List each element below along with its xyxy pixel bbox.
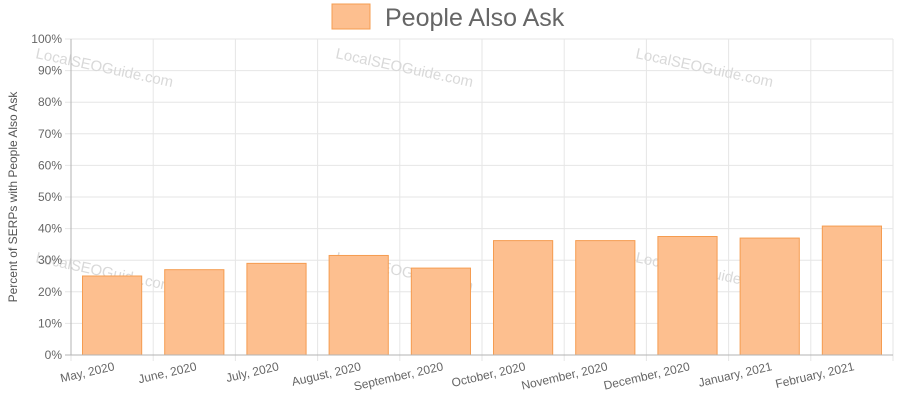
bar[interactable]	[575, 240, 636, 356]
y-tick-label: 50%	[38, 190, 62, 204]
y-tick-label: 30%	[38, 253, 62, 267]
x-tick-label: June, 2020	[137, 359, 198, 386]
bar[interactable]	[164, 269, 225, 356]
x-tick-label: September, 2020	[352, 359, 445, 393]
y-tick-label: 10%	[38, 316, 62, 330]
bar[interactable]	[821, 225, 882, 356]
x-tick-label: October, 2020	[450, 359, 527, 390]
bar[interactable]	[739, 237, 800, 356]
y-axis-title: Percent of SERPs with People Also Ask	[6, 91, 20, 303]
y-tick-label: 0%	[45, 348, 63, 362]
x-tick-label: May, 2020	[59, 359, 116, 385]
bar[interactable]	[328, 254, 389, 356]
x-tick-label: August, 2020	[290, 359, 362, 389]
watermark-text: LocalSEOGuide.com	[334, 45, 475, 91]
y-tick-label: 90%	[38, 64, 62, 78]
x-tick-label: November, 2020	[520, 359, 609, 393]
legend[interactable]: People Also Ask	[331, 3, 565, 32]
y-tick-label: 100%	[31, 32, 62, 46]
legend-label[interactable]: People Also Ask	[385, 4, 565, 32]
y-tick-label: 70%	[38, 127, 62, 141]
legend-swatch[interactable]	[331, 3, 371, 30]
x-tick-label: February, 2021	[774, 359, 856, 391]
watermark-text: LocalSEOGuide.com	[634, 45, 775, 91]
y-tick-label: 20%	[38, 285, 62, 299]
y-tick-label: 40%	[38, 222, 62, 236]
x-tick-label: January, 2021	[697, 359, 774, 390]
bar[interactable]	[410, 267, 471, 356]
bar[interactable]	[493, 240, 554, 356]
bar[interactable]	[82, 275, 143, 356]
y-tick-label: 60%	[38, 158, 62, 172]
x-tick-label: July, 2020	[225, 359, 281, 385]
x-tick-label: December, 2020	[602, 359, 691, 393]
bar[interactable]	[657, 236, 718, 356]
y-tick-label: 80%	[38, 95, 62, 109]
bar[interactable]	[246, 262, 307, 356]
